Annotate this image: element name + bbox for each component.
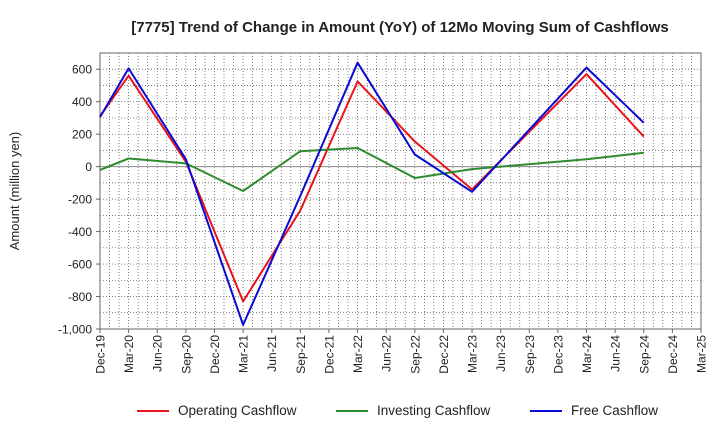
x-tick-label: Jun-24 [609,335,623,372]
series-line-investing-cashflow [99,147,644,192]
series-line-free-cashflow [99,61,645,326]
x-tick-label: Dec-24 [666,335,680,374]
x-tick-label: Mar-23 [466,335,480,373]
x-tick-label: Dec-23 [551,335,565,374]
y-tick-label: -600 [68,258,92,272]
x-tick-label: Sep-22 [408,335,422,374]
x-tick-label: Mar-25 [695,335,709,373]
y-tick-label: -200 [68,193,92,207]
x-tick-label: Mar-22 [351,335,365,373]
legend-label-free-cashflow: Free Cashflow [571,403,658,418]
y-tick-label: -800 [68,290,92,304]
y-tick-label: 0 [85,160,92,174]
y-tick-label: -400 [68,225,92,239]
plot-background [100,53,701,329]
series-line-operating-cashflow [99,73,645,303]
x-tick-label: Mar-21 [237,335,251,373]
x-tick-label: Sep-24 [637,335,651,374]
x-tick-label: Sep-20 [179,335,193,374]
x-tick-label: Jun-21 [265,335,279,372]
legend-label-investing-cashflow: Investing Cashflow [377,403,491,418]
legend-label-operating-cashflow: Operating Cashflow [178,403,297,418]
y-tick-label: -1,000 [58,323,92,337]
x-tick-label: Jun-20 [151,335,165,372]
y-tick-label: 200 [72,128,92,142]
chart-title: [7775] Trend of Change in Amount (YoY) o… [131,19,669,36]
x-tick-label: Dec-21 [322,335,336,374]
y-tick-label: 400 [72,95,92,109]
x-tick-label: Jun-22 [380,335,394,372]
y-axis-label: Amount (million yen) [7,132,22,251]
x-tick-label: Dec-20 [208,335,222,374]
x-tick-label: Mar-20 [122,335,136,373]
x-tick-label: Dec-22 [437,335,451,374]
x-tick-label: Mar-24 [580,335,594,373]
x-tick-label: Jun-23 [494,335,508,372]
x-tick-label: Sep-21 [294,335,308,374]
y-tick-label: 600 [72,63,92,77]
legend: Operating Cashflow Investing Cashflow Free… [137,403,658,418]
x-tick-label: Dec-19 [94,335,108,374]
x-tick-label: Sep-23 [523,335,537,374]
plot-frame [99,52,702,330]
